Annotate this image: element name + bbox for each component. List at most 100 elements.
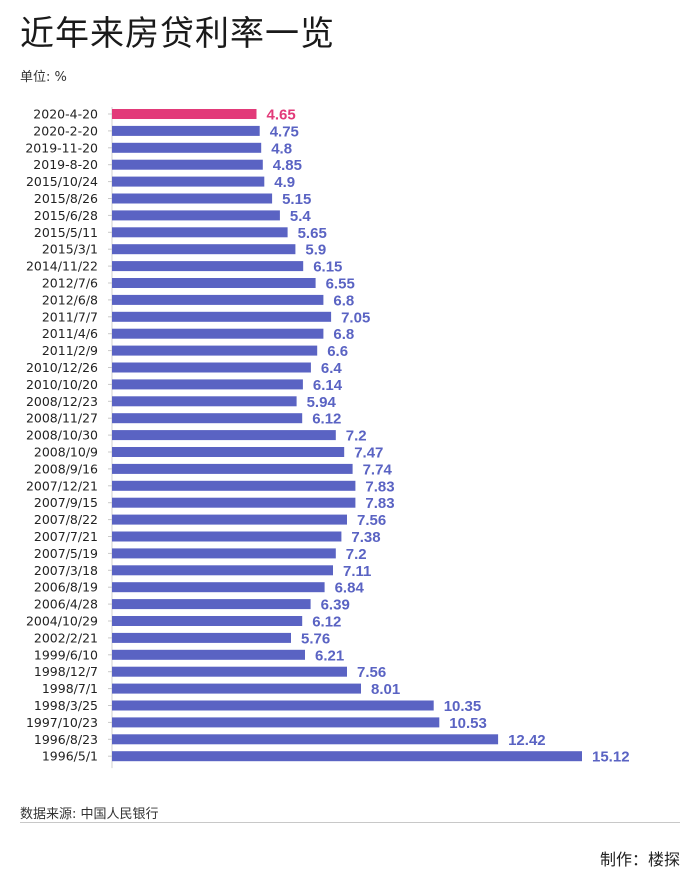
value-label: 6.21: [315, 647, 344, 664]
footer-divider: [20, 822, 680, 823]
bar: [112, 125, 260, 136]
value-label: 7.05: [341, 309, 370, 326]
category-label: 2020-4-20: [33, 107, 98, 122]
category-label: 2006/4/28: [34, 597, 98, 612]
bar: [112, 599, 311, 610]
unit-label: 单位: %: [20, 70, 67, 85]
value-label: 6.8: [333, 326, 354, 343]
value-label: 6.15: [313, 259, 342, 276]
bar: [112, 210, 280, 221]
bar: [112, 159, 263, 170]
value-label: 4.9: [274, 174, 295, 191]
value-label: 7.56: [357, 512, 386, 529]
category-label: 1997/10/23: [26, 715, 98, 730]
bar: [112, 514, 347, 525]
value-label: 6.39: [321, 597, 350, 614]
bar: [112, 379, 303, 390]
bar: [112, 311, 332, 322]
value-label: 5.94: [307, 394, 337, 411]
category-label: 2015/8/26: [34, 191, 98, 206]
value-label: 4.85: [273, 157, 302, 174]
category-label: 2011/7/7: [42, 309, 98, 324]
value-label: 15.12: [592, 749, 630, 766]
category-label: 2008/11/27: [26, 411, 98, 426]
category-label: 2015/3/1: [42, 242, 98, 257]
category-label: 1998/12/7: [34, 664, 98, 679]
bar-chart: 2020-4-20 4.65 2020-2-20 4.75 2019-11-20 4.8 2…: [25, 107, 630, 769]
bar: [112, 616, 303, 626]
bar: [112, 649, 305, 660]
bar: [112, 345, 318, 356]
bar: [112, 700, 434, 711]
value-label: 4.8: [271, 140, 292, 157]
category-label: 1999/6/10: [34, 647, 98, 662]
value-label: 12.42: [508, 732, 546, 749]
category-label: 2008/12/23: [26, 394, 98, 409]
category-label: 2007/3/18: [34, 563, 98, 578]
bar: [112, 278, 316, 288]
category-label: 2011/2/9: [42, 343, 98, 358]
data-source: 数据来源: 中国人民银行: [20, 807, 159, 822]
value-label: 8.01: [371, 681, 400, 698]
value-label: 6.8: [333, 292, 354, 309]
category-label: 2015/6/28: [34, 208, 98, 223]
bar: [112, 142, 262, 153]
value-label: 5.4: [290, 208, 312, 225]
value-label: 7.2: [346, 428, 367, 445]
category-label: 1996/8/23: [34, 732, 98, 747]
value-label: 10.35: [444, 698, 482, 715]
category-label: 2010/10/20: [26, 377, 98, 392]
category-label: 2010/12/26: [26, 360, 98, 375]
chart-title: 近年来房贷利率一览: [20, 14, 335, 54]
category-label: 2006/8/19: [34, 580, 98, 595]
value-label: 6.14: [313, 377, 343, 394]
value-label: 7.2: [346, 546, 367, 563]
value-label: 5.76: [301, 630, 330, 647]
bar: [112, 683, 361, 694]
bar: [112, 176, 265, 187]
value-label: 6.84: [335, 580, 365, 597]
author-credit: 制作：楼探: [599, 850, 680, 869]
bar: [112, 497, 356, 508]
bar: [112, 261, 304, 272]
value-label: 5.15: [282, 191, 311, 208]
category-label: 2014/11/22: [26, 259, 98, 274]
bar: [112, 632, 291, 643]
value-label: 5.9: [305, 242, 326, 259]
bar: [112, 582, 325, 593]
category-label: 2008/10/30: [26, 428, 98, 443]
category-label: 1998/3/25: [34, 698, 98, 713]
category-label: 2007/12/21: [26, 478, 98, 493]
category-label: 2011/4/6: [42, 326, 98, 341]
value-label: 6.6: [327, 343, 348, 360]
category-label: 2007/8/22: [34, 512, 98, 527]
value-label: 10.53: [449, 715, 487, 732]
bar: [112, 328, 324, 339]
value-label: 7.56: [357, 664, 386, 681]
category-label: 2007/5/19: [34, 546, 98, 561]
category-label: 2004/10/29: [26, 614, 98, 629]
category-label: 2007/9/15: [34, 495, 98, 510]
value-label: 7.74: [363, 461, 393, 478]
bar: [112, 193, 273, 204]
value-label: 6.4: [321, 360, 343, 377]
bar: [112, 227, 288, 238]
value-label: 7.47: [354, 445, 383, 462]
bar: [112, 362, 311, 373]
bar: [112, 447, 345, 457]
value-label: 4.75: [270, 123, 299, 140]
value-label: 5.65: [298, 225, 327, 242]
value-label: 7.38: [351, 529, 380, 546]
bar: [112, 463, 353, 474]
category-label: 2020-2-20: [33, 123, 98, 138]
category-label: 2019-8-20: [33, 157, 98, 172]
category-label: 2012/6/8: [42, 292, 98, 307]
category-label: 2008/9/16: [34, 461, 98, 476]
bar: [112, 666, 347, 677]
bar-highlight: [112, 109, 257, 119]
bar: [112, 734, 499, 745]
bar: [112, 480, 356, 491]
category-label: 1996/5/1: [42, 749, 98, 764]
bar: [112, 396, 297, 407]
value-label: 7.11: [343, 563, 371, 580]
